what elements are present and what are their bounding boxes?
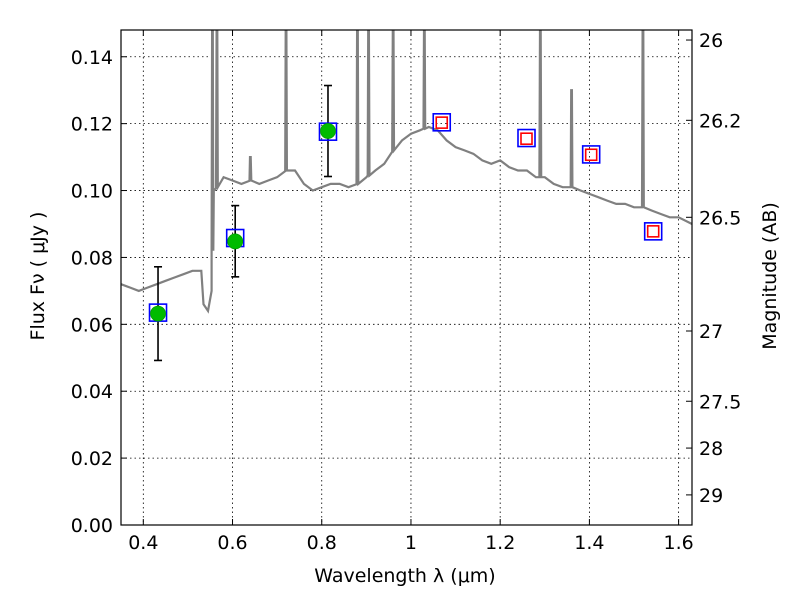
y2-tick-label: 29 [699,485,723,507]
model-square-marker [581,145,601,164]
x-tick-label: 1 [405,532,417,554]
x-tick-label: 1.6 [664,532,694,554]
model-spectrum-line [121,30,692,314]
y-tick-label: 0.12 [71,114,113,136]
x-tick-label: 1.2 [485,532,515,554]
y-tick-label: 0.00 [71,515,113,537]
y2-tick-label: 26 [699,30,723,52]
model-square-marker [517,128,536,148]
x-tick-label: 0.6 [217,532,247,554]
x-tick-label: 0.8 [307,532,337,554]
y-tick-label: 0.04 [71,381,113,403]
y-axis-label: Flux Fν ( μJy ) [27,212,49,341]
model-square-marker [432,113,452,132]
y2-axis-label: Magnitude (AB) [759,202,781,350]
observed-point [227,233,244,250]
y-tick-label: 0.08 [71,247,113,269]
y-tick-label: 0.10 [71,181,113,203]
points-layer [148,84,663,362]
observed-point [320,123,336,139]
y-tick-label: 0.06 [71,314,113,336]
x-tick-label: 0.4 [128,532,158,554]
spectrum-layer [121,30,692,314]
y2-tick-label: 26.5 [699,207,741,229]
y2-tick-label: 27.5 [699,391,741,413]
x-tick-label: 1.4 [574,532,604,554]
axis-ticks: 0.4 0.6 0.8 1 1.2 1.4 1.6 0.00 0.02 0.04 0.06 0.08 0… [71,30,741,554]
y2-tick-label: 27 [699,321,723,343]
upper-limit-marker [520,132,533,145]
upper-limit-marker [584,148,598,162]
y-tick-label: 0.02 [71,448,113,470]
model-square-marker [643,222,663,241]
upper-limit-marker [646,225,660,238]
grid [121,30,692,526]
y-tick-label: 0.14 [71,47,113,69]
upper-limit-marker [435,116,449,129]
y2-tick-label: 26.2 [699,110,741,132]
plot-frame [120,29,693,526]
x-axis-label: Wavelength λ (μm) [314,565,495,587]
y2-tick-label: 28 [699,438,723,460]
observed-point [150,305,166,322]
